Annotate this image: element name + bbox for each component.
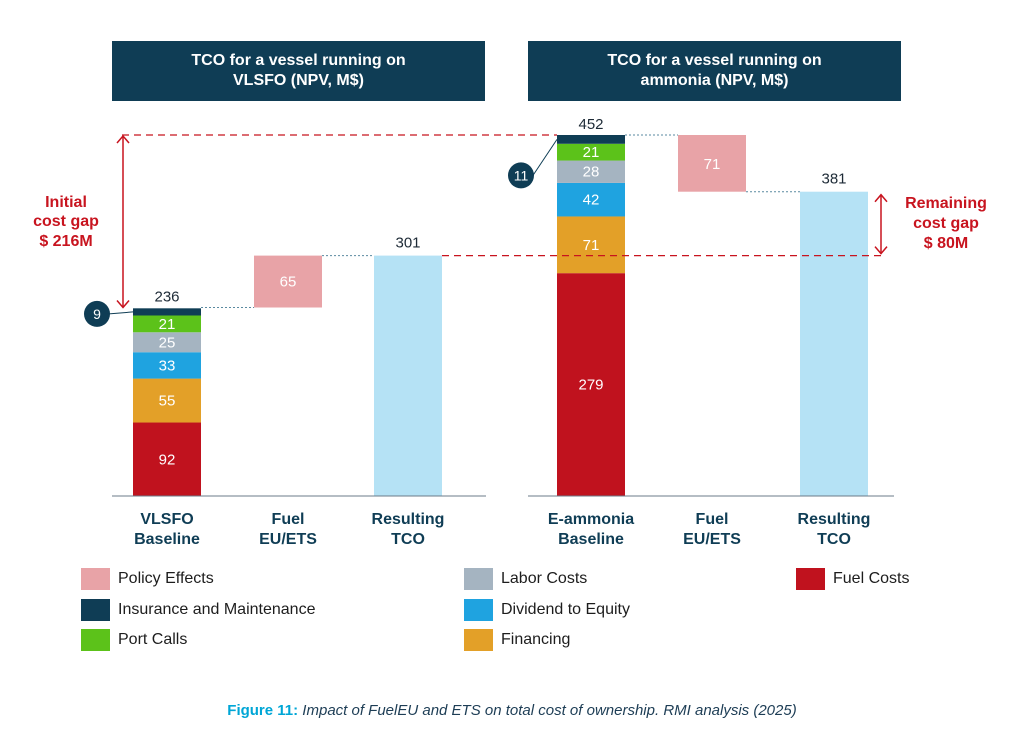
legend-label: Financing [501,631,571,648]
chart-title-left: TCO for a vessel running on VLSFO (NPV, … [112,41,485,101]
legend-item-insurance: Insurance and Maintenance [81,599,315,621]
x-tick-label: E-ammonia [548,511,634,528]
data-label: 25 [159,334,176,351]
legend-item-financing: Financing [464,629,570,651]
callout-label: 9 [93,306,101,322]
x-tick-label: Fuel [696,511,729,528]
legend-item-labor-costs: Labor Costs [464,568,587,590]
legend-swatch [464,599,493,621]
legend-item-fuel-costs: Fuel Costs [796,568,909,590]
callout-circle [508,162,534,189]
callout-line [532,139,558,176]
callout-line [108,311,134,315]
bar-segment-fuel-costs [133,422,201,496]
chart-title-right: TCO for a vessel running on ammonia (NPV… [528,41,901,101]
legend-item-dividend: Dividend to Equity [464,599,630,621]
initial-gap-label: cost gap [33,213,99,230]
bar-resulting-tco [374,255,442,496]
data-label: 42 [583,192,600,209]
figure-caption: Figure 11: Impact of FuelEU and ETS on t… [0,702,1024,719]
legend-label: Labor Costs [501,570,588,587]
initial-gap-label: Initial [45,194,87,211]
data-label: 71 [704,156,721,173]
figure-caption-label: Figure 11: [227,702,299,719]
data-label: 92 [159,451,176,468]
legend-swatch [81,599,110,621]
data-label: 33 [159,357,176,374]
callout-circle [84,300,110,327]
bar-segment-port-calls [133,315,201,333]
bar-segment-financing [133,378,201,423]
bar-segment-labor-costs [133,332,201,353]
x-tick-label: EU/ETS [259,531,317,548]
data-label: 21 [583,144,600,161]
bar-resulting-tco [800,191,868,496]
x-tick-label: Resulting [798,511,871,528]
bar-segment-dividend-to-equity [133,352,201,379]
bar-segment-financing [557,216,625,274]
remaining-gap-label: Remaining [905,195,987,212]
legend-label: Insurance and Maintenance [118,601,316,618]
remaining-gap-label: $ 80M [924,235,968,252]
x-tick-label: TCO [391,531,425,548]
data-label: 65 [280,274,297,291]
x-tick-label: TCO [817,531,851,548]
initial-gap-arrow-head [116,134,130,144]
legend-swatch [464,629,493,651]
bar-policy-effect [254,255,322,308]
remaining-gap-label: cost gap [913,215,979,232]
legend-swatch [464,568,493,590]
callout-label: 11 [514,167,529,183]
remaining-gap-arrow-head [874,246,888,255]
legend-label: Fuel Costs [833,570,910,587]
legend-label: Policy Effects [118,570,214,587]
x-tick-label: VLSFO [140,511,193,528]
figure-caption-text: Impact of FuelEU and ETS on total cost o… [298,702,797,719]
x-tick-label: Resulting [372,511,445,528]
legend-item-port-calls: Port Calls [81,629,187,651]
total-label: 452 [578,116,603,133]
x-tick-label: EU/ETS [683,531,741,548]
legend-label: Dividend to Equity [501,601,630,618]
bar-policy-effect [678,135,746,192]
legend-swatch [81,629,110,651]
data-label: 28 [583,164,600,181]
remaining-gap-arrow-head [874,193,888,203]
x-tick-label: Baseline [134,531,200,548]
bar-segment-insurance-and-maintenance [133,308,201,316]
bar-segment-port-calls [557,143,625,161]
legend-swatch [81,568,110,590]
x-tick-label: Baseline [558,531,624,548]
data-label: 55 [159,393,176,410]
data-label: 71 [583,237,600,254]
legend-item-policy-effects: Policy Effects [81,568,214,590]
x-tick-label: Fuel [272,511,305,528]
total-label: 236 [154,289,179,306]
bar-segment-insurance-and-maintenance [557,135,625,144]
legend-label: Port Calls [118,631,188,648]
data-label: 21 [159,316,176,333]
legend-swatch [796,568,825,590]
data-label: 279 [578,377,603,394]
bar-segment-labor-costs [557,160,625,183]
total-label: 301 [395,235,420,252]
initial-gap-label: $ 216M [39,233,92,250]
initial-gap-arrow-head [116,300,130,309]
waterfall-chart: 9255332521923665301VLSFOBaselineFuelEU/E… [33,116,987,548]
chart-title-left-text: TCO for a vessel running on VLSFO (NPV, … [191,52,406,89]
bar-segment-fuel-costs [557,273,625,496]
chart-title-right-text: TCO for a vessel running on ammonia (NPV… [607,52,822,89]
bar-segment-dividend-to-equity [557,182,625,217]
total-label: 381 [821,171,846,188]
